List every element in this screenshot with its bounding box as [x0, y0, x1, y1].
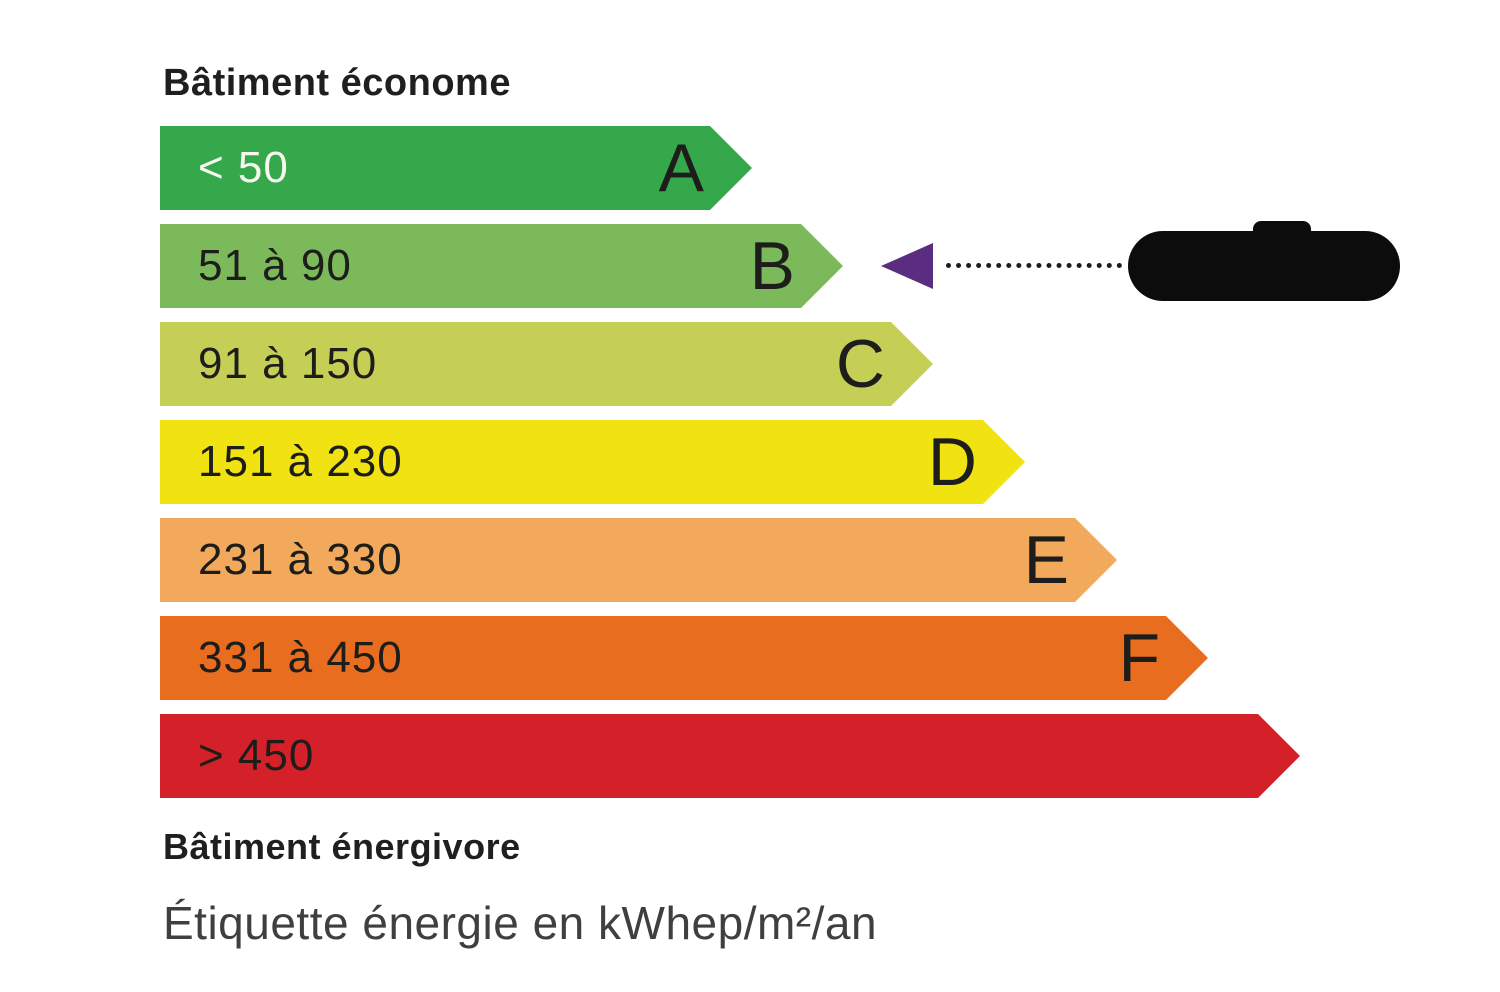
unit-caption: Étiquette énergie en kWhep/m²/an: [163, 897, 878, 949]
class-letter: A: [658, 130, 704, 206]
class-letter: C: [835, 326, 885, 402]
economy-label: Bâtiment économe: [163, 62, 511, 104]
energy-class-bar-g: > 450: [160, 714, 1300, 798]
class-range-label: 331 à 450: [198, 633, 403, 682]
selection-arrow-icon: [881, 243, 933, 289]
class-range-label: 91 à 150: [198, 339, 378, 388]
class-letter: D: [927, 424, 977, 500]
energy-intensive-label: Bâtiment énergivore: [163, 826, 521, 867]
redacted-value-box: [1128, 231, 1400, 301]
energy-class-bar-b: 51 à 90 B: [160, 224, 843, 308]
class-range-label: 231 à 330: [198, 535, 403, 584]
energy-class-bar-e: 231 à 330 E: [160, 518, 1117, 602]
dotted-connector: [946, 263, 1122, 268]
energy-class-bar-f: 331 à 450 F: [160, 616, 1208, 700]
class-letter: B: [749, 228, 795, 304]
energy-class-bar-c: 91 à 150 C: [160, 322, 933, 406]
energy-scale: < 50 A 51 à 90 B 91 à 150 C 151 à 230 D …: [160, 126, 1300, 798]
class-range-label: 151 à 230: [198, 437, 403, 486]
class-letter: F: [1118, 620, 1160, 696]
class-range-label: < 50: [198, 143, 289, 192]
class-letter: E: [1023, 522, 1069, 598]
class-range-label: > 450: [198, 731, 315, 780]
class-range-label: 51 à 90: [198, 241, 352, 290]
energy-class-bar-d: 151 à 230 D: [160, 420, 1025, 504]
energy-class-bar-a: < 50 A: [160, 126, 752, 210]
